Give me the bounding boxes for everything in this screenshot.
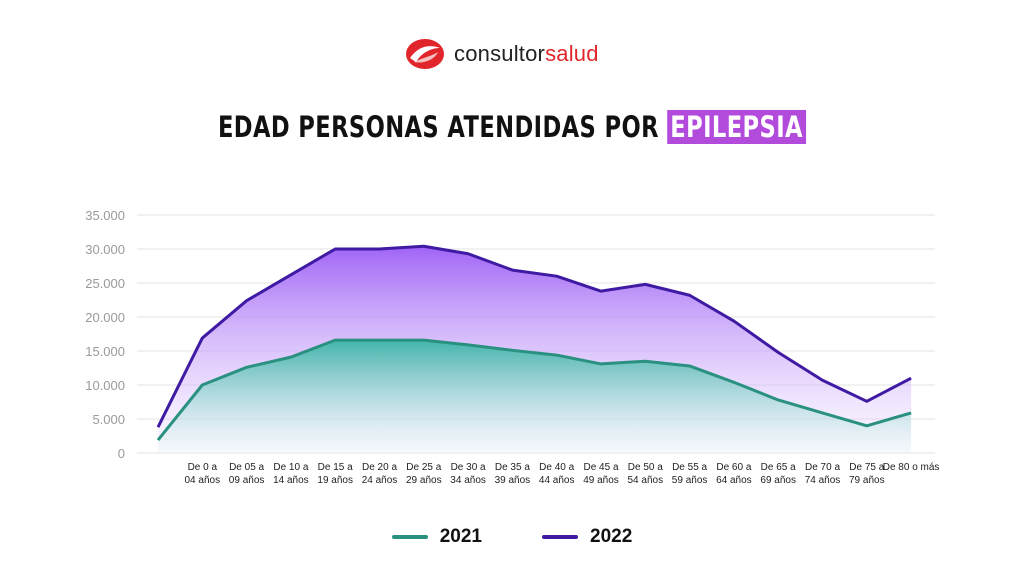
x-tick-label: De 15 a 19 años — [317, 462, 353, 486]
legend: 2021 2022 — [0, 526, 1024, 548]
logo-mark-icon — [406, 39, 444, 69]
x-tick-label: De 55 a 59 años — [672, 462, 708, 486]
x-tick-label: De 45 a 49 años — [583, 462, 619, 486]
y-tick-label: 25.000 — [85, 276, 125, 291]
x-tick-label: De 25 a 29 años — [406, 462, 442, 486]
x-tick-label: De 75 a 79 años — [849, 462, 885, 486]
y-tick-label: 20.000 — [85, 310, 125, 325]
y-tick-label: 15.000 — [85, 344, 125, 359]
line-2022 — [156, 244, 912, 428]
y-tick-label: 30.000 — [85, 242, 125, 257]
x-tick-label: De 80 o más — [883, 462, 940, 473]
x-tick-label: De 60 a 64 años — [716, 462, 752, 486]
legend-label-2022: 2022 — [590, 526, 633, 547]
x-tick-label: De 35 a 39 años — [495, 462, 531, 486]
logo-text: consultorsalud — [454, 41, 599, 67]
x-tick-label: De 40 a 44 años — [539, 462, 575, 486]
logo-text-main: consultor — [454, 41, 546, 66]
legend-swatch-2021 — [391, 535, 428, 539]
area-2021 — [158, 340, 912, 453]
x-tick-label: De 05 a 09 años — [229, 462, 265, 486]
logo-text-accent: salud — [545, 41, 599, 66]
legend-item-2021: 2021 — [391, 526, 482, 548]
legend-label-2021: 2021 — [439, 526, 482, 547]
line-2021 — [156, 338, 912, 442]
x-tick-label: De 30 a 34 años — [450, 462, 486, 486]
legend-swatch-2022 — [542, 535, 578, 539]
y-tick-label: 35.000 — [85, 208, 125, 223]
y-tick-label: 10.000 — [85, 378, 125, 393]
y-tick-label: 0 — [118, 446, 125, 461]
x-tick-label: De 70 a 74 años — [805, 462, 841, 486]
logo: consultorsalud — [404, 38, 599, 70]
page-title: EDAD PERSONAS ATENDIDAS POR EPILEPSIA — [113, 110, 912, 144]
legend-item-2022: 2022 — [542, 526, 632, 548]
x-tick-label: De 0 a 04 años — [185, 462, 221, 486]
title-main: EDAD PERSONAS ATENDIDAS POR — [217, 110, 659, 144]
x-tick-label: De 10 a 14 años — [273, 462, 309, 486]
title-highlight: EPILEPSIA — [667, 110, 807, 144]
y-tick-label: 5.000 — [92, 412, 125, 427]
x-tick-label: De 20 a 24 años — [362, 462, 398, 486]
x-tick-label: De 50 a 54 años — [628, 462, 664, 486]
x-tick-label: De 65 a 69 años — [760, 462, 796, 486]
